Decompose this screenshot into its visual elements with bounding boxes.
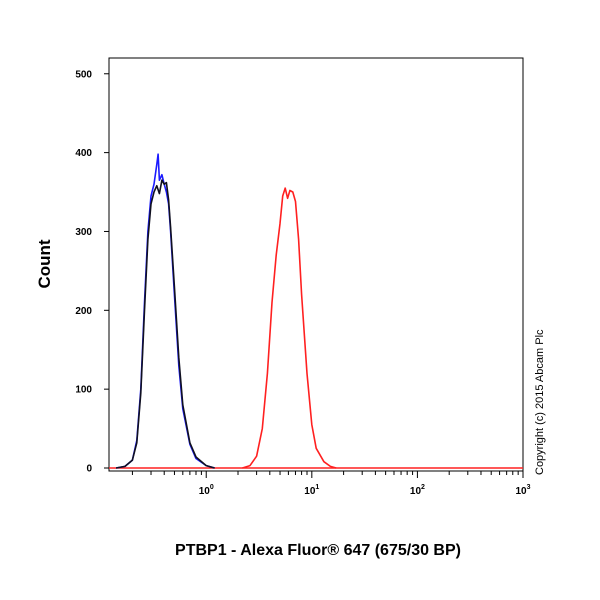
- y-tick-label: 0: [86, 464, 92, 475]
- histogram-series: [109, 153, 523, 469]
- copyright-text: Copyright (c) 2015 Abcam Plc: [534, 329, 546, 475]
- series-line-3: [242, 187, 337, 469]
- y-axis: 0 100 200 300 400 500: [75, 69, 109, 475]
- series-line-2: [115, 179, 215, 469]
- x-axis: 100 101 102 103: [131, 471, 531, 497]
- y-tick-label: 100: [75, 385, 92, 396]
- y-tick-label: 300: [75, 227, 92, 238]
- x-tick-label: 100: [199, 484, 214, 497]
- y-tick-label: 400: [75, 148, 92, 159]
- plot-frame: [108, 57, 524, 472]
- x-tick-label: 102: [410, 484, 425, 497]
- y-axis-title: Count: [35, 239, 54, 288]
- x-tick-label: 101: [304, 484, 319, 497]
- x-tick-label: 103: [515, 484, 530, 497]
- y-tick-label: 200: [75, 306, 92, 317]
- x-axis-title: PTBP1 - Alexa Fluor® 647 (675/30 BP): [175, 542, 461, 559]
- series-line-1: [115, 153, 215, 469]
- y-tick-label: 500: [75, 69, 92, 80]
